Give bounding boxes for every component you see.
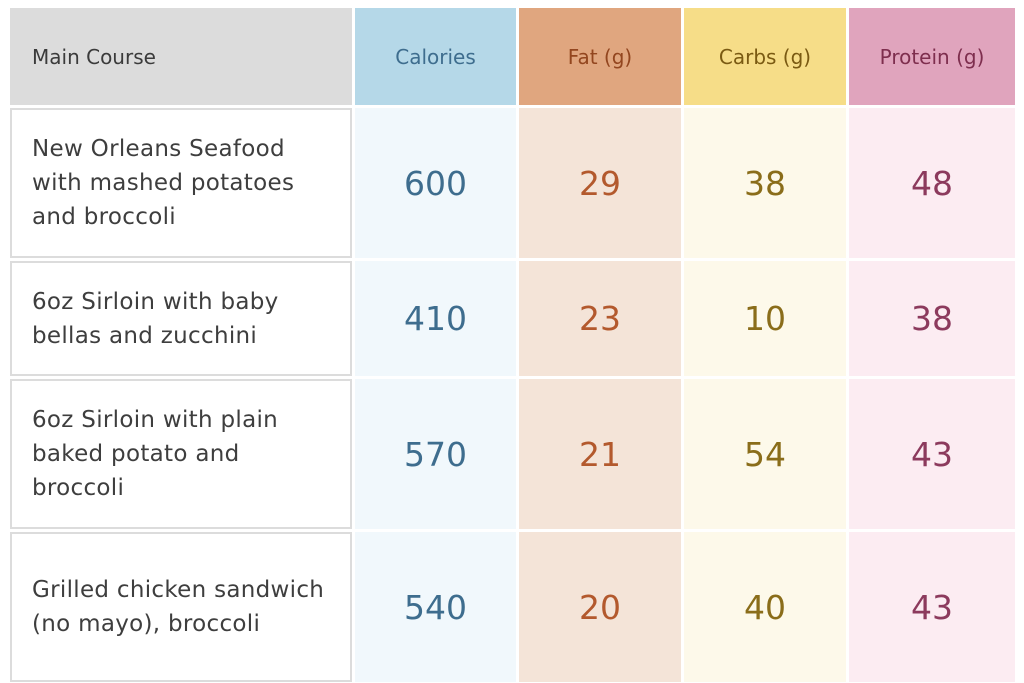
- row-4-main-course: Grilled chicken sandwich (no mayo), broc…: [10, 532, 352, 682]
- row-3-calories: 570: [355, 379, 516, 529]
- row-1-main-course: New Orleans Seafood with mashed potatoes…: [10, 108, 352, 258]
- header-carbs: Carbs (g): [684, 8, 846, 105]
- header-protein: Protein (g): [849, 8, 1015, 105]
- row-4-carbs: 40: [684, 532, 846, 682]
- row-4-calories: 540: [355, 532, 516, 682]
- row-4-fat: 20: [519, 532, 681, 682]
- header-main-course: Main Course: [10, 8, 352, 105]
- row-1-calories: 600: [355, 108, 516, 258]
- row-3-carbs: 54: [684, 379, 846, 529]
- row-2-calories: 410: [355, 261, 516, 376]
- header-calories: Calories: [355, 8, 516, 105]
- row-2-carbs: 10: [684, 261, 846, 376]
- row-3-protein: 43: [849, 379, 1015, 529]
- nutrition-table: Main Course Calories Fat (g) Carbs (g) P…: [10, 8, 1015, 682]
- header-fat: Fat (g): [519, 8, 681, 105]
- row-4-protein: 43: [849, 532, 1015, 682]
- row-3-main-course: 6oz Sirloin with plain baked potato and …: [10, 379, 352, 529]
- row-3-fat: 21: [519, 379, 681, 529]
- row-2-fat: 23: [519, 261, 681, 376]
- row-2-protein: 38: [849, 261, 1015, 376]
- row-2-main-course: 6oz Sirloin with baby bellas and zucchin…: [10, 261, 352, 376]
- row-1-protein: 48: [849, 108, 1015, 258]
- row-1-carbs: 38: [684, 108, 846, 258]
- row-1-fat: 29: [519, 108, 681, 258]
